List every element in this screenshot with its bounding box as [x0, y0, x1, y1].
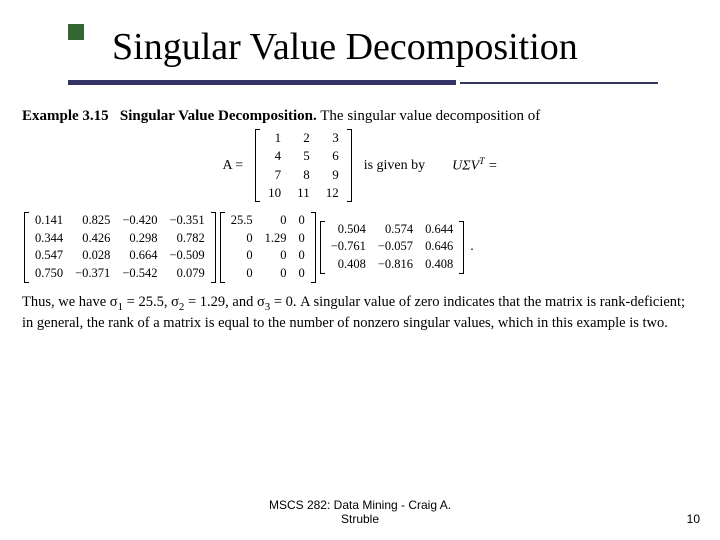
matrix-cell: 0.079	[164, 265, 211, 283]
matrix-cell: 0.646	[419, 238, 459, 256]
matrix-cell: −0.351	[164, 212, 211, 230]
matrix-cell: 1	[260, 129, 289, 147]
title-rule-thick	[68, 80, 456, 85]
equation-A: A = 123456789101112 is given by UΣVT =	[22, 129, 698, 202]
matrix-cell: 0.574	[372, 221, 419, 239]
usv-label: UΣVT =	[452, 156, 497, 175]
explanation-paragraph: Thus, we have σ1 = 25.5, σ2 = 1.29, and …	[22, 293, 698, 334]
matrix-cell: 0.141	[29, 212, 69, 230]
matrix-cell: 7	[260, 166, 289, 184]
example-title: Singular Value Decomposition.	[120, 108, 317, 124]
matrix-cell: −0.057	[372, 238, 419, 256]
matrix-cell: 11	[289, 184, 318, 202]
matrix-cell: 0	[225, 230, 259, 248]
matrix-cell: 0.408	[325, 256, 372, 274]
matrix-cell: −0.509	[164, 247, 211, 265]
matrix-cell: 0.028	[69, 247, 116, 265]
equation-USV: 0.1410.825−0.420−0.3510.3440.4260.2980.7…	[22, 212, 698, 283]
matrix-cell: 1.29	[259, 230, 293, 248]
matrix-cell: 0.547	[29, 247, 69, 265]
matrix-cell: 4	[260, 147, 289, 165]
page-number: 10	[687, 512, 700, 526]
matrix-cell: 0	[292, 265, 310, 283]
matrix-A: 123456789101112	[255, 129, 352, 202]
matrix-cell: 0	[259, 265, 293, 283]
matrix-cell: 8	[289, 166, 318, 184]
example-label: Example 3.15	[22, 108, 109, 124]
matrix-cell: 0.644	[419, 221, 459, 239]
matrix-cell: 3	[318, 129, 347, 147]
matrix-cell: 0	[225, 265, 259, 283]
matrix-cell: 0.664	[116, 247, 163, 265]
matrix-cell: 0	[292, 230, 310, 248]
matrix-cell: 0.825	[69, 212, 116, 230]
example-heading: Example 3.15 Singular Value Decompositio…	[22, 108, 698, 125]
matrix-cell: 0	[225, 247, 259, 265]
given-by-text: is given by	[364, 158, 425, 174]
slide-title: Singular Value Decomposition	[112, 28, 700, 68]
period: .	[470, 239, 474, 255]
matrix-U: 0.1410.825−0.420−0.3510.3440.4260.2980.7…	[24, 212, 216, 283]
matrix-cell: 0	[259, 212, 293, 230]
matrix-cell: 9	[318, 166, 347, 184]
A-label: A =	[222, 158, 243, 174]
matrix-cell: 0.298	[116, 230, 163, 248]
matrix-cell: 25.5	[225, 212, 259, 230]
matrix-cell: 2	[289, 129, 318, 147]
footer-line-2: Struble	[0, 512, 720, 526]
matrix-Vt: 0.5040.5740.644−0.761−0.0570.6460.408−0.…	[320, 221, 465, 274]
matrix-cell: 5	[289, 147, 318, 165]
matrix-cell: −0.542	[116, 265, 163, 283]
matrix-cell: 10	[260, 184, 289, 202]
matrix-cell: 0.426	[69, 230, 116, 248]
matrix-cell: 0	[292, 212, 310, 230]
matrix-cell: 6	[318, 147, 347, 165]
footer: MSCS 282: Data Mining - Craig A. Struble	[0, 498, 720, 526]
matrix-cell: 0	[259, 247, 293, 265]
example-tail: The singular value decomposition of	[320, 108, 540, 124]
title-rule-thin	[460, 82, 658, 84]
matrix-cell: −0.761	[325, 238, 372, 256]
matrix-cell: 0.344	[29, 230, 69, 248]
matrix-cell: 12	[318, 184, 347, 202]
matrix-cell: −0.371	[69, 265, 116, 283]
matrix-cell: 0.782	[164, 230, 211, 248]
matrix-cell: 0	[292, 247, 310, 265]
matrix-cell: 0.504	[325, 221, 372, 239]
matrix-cell: −0.420	[116, 212, 163, 230]
matrix-Sigma: 25.50001.290000000	[220, 212, 316, 283]
matrix-cell: 0.750	[29, 265, 69, 283]
matrix-cell: −0.816	[372, 256, 419, 274]
slide-body: Example 3.15 Singular Value Decompositio…	[22, 108, 698, 334]
matrix-cell: 0.408	[419, 256, 459, 274]
footer-line-1: MSCS 282: Data Mining - Craig A.	[0, 498, 720, 512]
